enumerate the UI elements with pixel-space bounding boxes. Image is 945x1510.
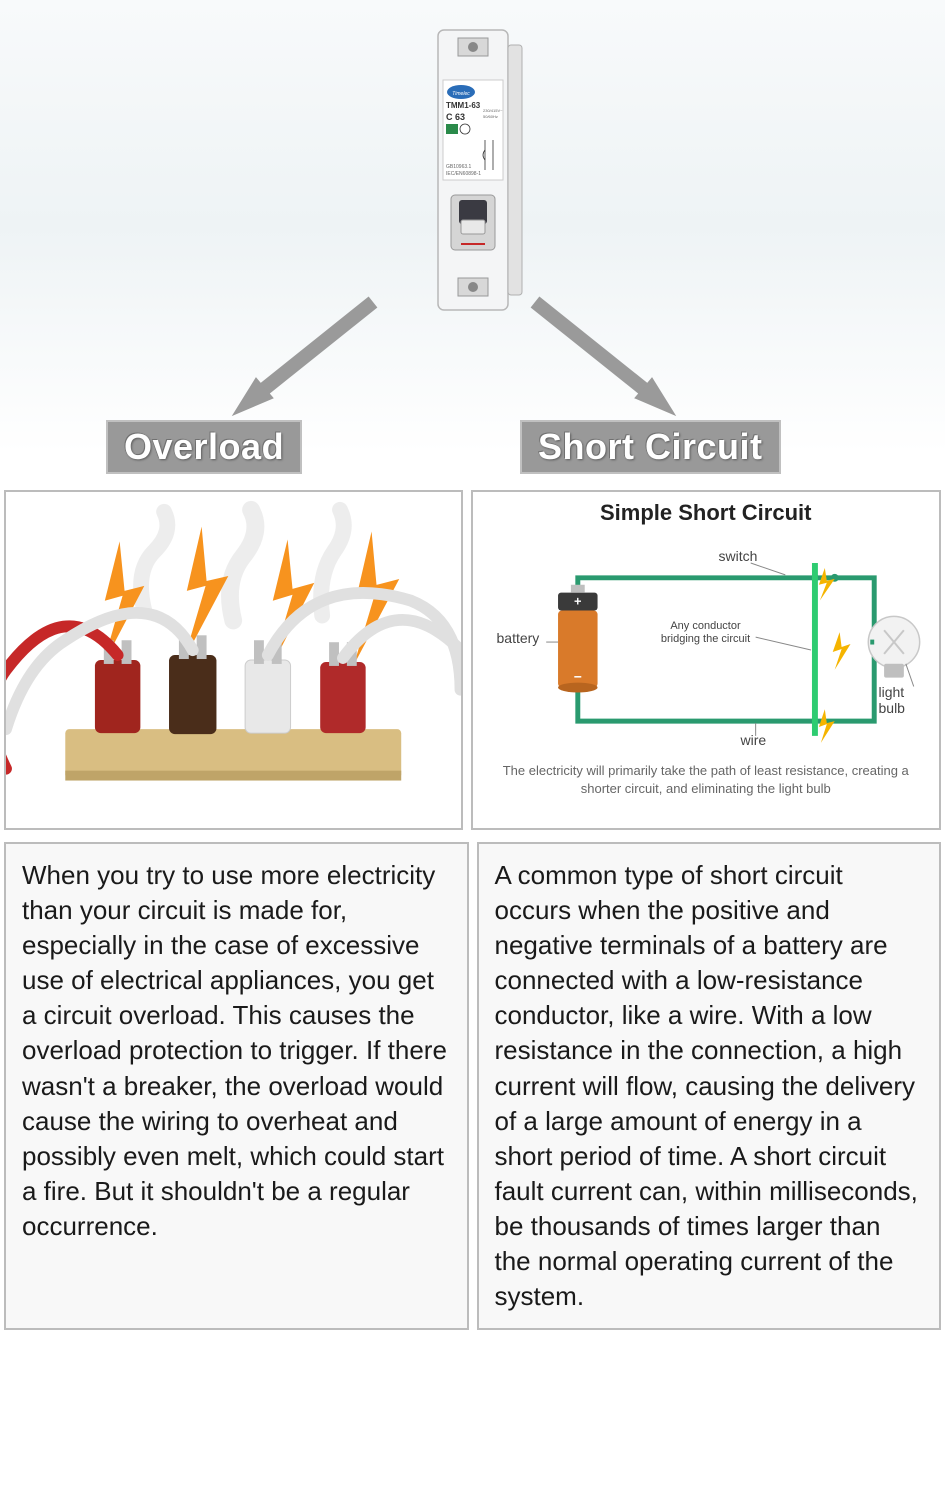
description-row: When you try to use more electricity tha… [0, 842, 945, 1330]
overload-description: When you try to use more electricity tha… [4, 842, 469, 1330]
arrow-left-icon [218, 290, 388, 430]
short-circuit-diagram-panel: Simple Short Circuit + − [471, 490, 942, 830]
overload-illustration-panel [4, 490, 463, 830]
battery-label: battery [497, 630, 540, 646]
svg-text:−: − [573, 669, 581, 685]
short-circuit-title: Simple Short Circuit [479, 500, 934, 526]
short-circuit-label: Short Circuit [520, 420, 781, 474]
svg-text:IEC/EN60898-1: IEC/EN60898-1 [446, 171, 481, 177]
svg-text:C 63: C 63 [446, 112, 465, 122]
arrow-right-icon [520, 290, 690, 430]
svg-text:+: + [574, 594, 582, 609]
top-section: Timelec TMM1-63 C 63 230/415V~ 50/60Hz G… [0, 0, 945, 490]
svg-text:GB10963.1: GB10963.1 [446, 164, 472, 170]
overload-illustration [6, 492, 461, 828]
overload-label: Overload [106, 420, 302, 474]
circuit-breaker-image: Timelec TMM1-63 C 63 230/415V~ 50/60Hz G… [413, 20, 533, 320]
svg-text:Timelec: Timelec [452, 91, 470, 97]
wire-label: wire [741, 732, 767, 748]
svg-text:TMM1-63: TMM1-63 [446, 101, 481, 110]
svg-text:230/415V~: 230/415V~ [483, 108, 503, 113]
short-circuit-description: A common type of short circuit occurs wh… [477, 842, 942, 1330]
conductor-label: Any conductor bridging the circuit [651, 620, 761, 646]
short-circuit-diagram: + − switch battery Any conductor [479, 532, 934, 762]
bulb-label: light bulb [879, 684, 934, 716]
svg-text:50/60Hz: 50/60Hz [483, 114, 498, 119]
switch-label: switch [719, 548, 758, 564]
short-circuit-caption: The electricity will primarily take the … [479, 762, 934, 798]
illustration-row: Simple Short Circuit + − [0, 490, 945, 830]
